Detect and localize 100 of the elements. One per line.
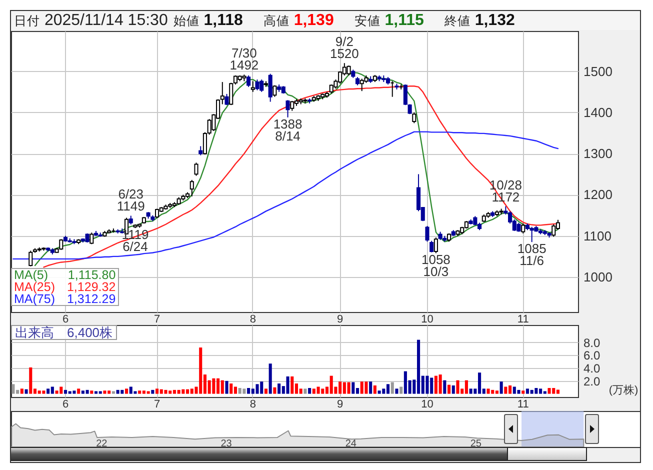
bar [495,390,498,394]
bar [29,367,32,394]
bar [90,390,94,394]
bar [469,388,472,394]
x-tick-label: 23 [220,438,232,450]
annotation: 1058 10/3 [421,252,450,280]
bar [390,382,394,394]
candlestick [530,226,534,243]
annotation: 6/23 1149 [116,186,145,214]
bar [151,390,154,394]
x-tick-label: 9 [337,398,344,410]
candlestick [190,179,194,197]
bar [330,376,333,394]
bar [452,385,455,394]
bar [50,386,54,394]
bar [68,391,72,394]
bar [238,388,242,394]
bar [268,364,272,394]
x-tick-label: 10 [421,314,434,326]
bar [138,390,142,394]
bar [517,390,520,394]
candlestick [59,238,64,250]
bar [38,390,41,394]
bar [212,378,216,394]
x-tick-label: 10 [421,398,434,410]
bar [242,388,246,394]
candlestick [403,84,408,106]
bar [530,390,534,394]
bar [182,389,185,394]
bar [464,380,468,394]
bar [373,385,376,394]
y-tick-label: 4.0 [584,362,601,376]
bar [290,376,294,394]
bar [386,384,390,394]
bar [220,380,224,394]
bar [94,391,98,394]
bar [347,382,350,394]
bar [504,386,508,394]
bar [20,388,24,394]
bar [164,390,168,394]
x-tick-label: 22 [96,438,108,450]
bar [177,390,180,394]
annotation: 1085 11/6 [517,241,546,268]
series-label: MA(5) [14,268,50,282]
x-tick-label: 6 [62,398,69,410]
bar [395,388,398,394]
annotation: 1,115.80 [66,268,116,282]
candlestick [521,223,526,234]
y-tick-label: 1200 [584,187,612,202]
bar [64,390,68,394]
bar [103,390,106,394]
candlestick [516,222,521,232]
y-tick-label: 8.0 [584,336,601,350]
bar [12,384,15,394]
y-tick-label: 1300 [584,146,612,162]
bar [278,384,281,394]
candlestick [552,224,556,238]
bar [456,380,460,394]
bar [156,388,159,394]
bar [116,390,120,394]
bar [400,386,403,394]
candlestick [290,100,294,112]
bar [264,388,268,394]
bar [360,382,364,394]
annotation: 1,312.29 [66,292,116,306]
bar [146,391,150,394]
y-tick-label: 6.0 [584,348,601,363]
candlestick [430,240,434,253]
bar [316,386,320,394]
bar [256,384,259,394]
x-tick-label: 11 [517,314,529,326]
y-tick-label: 1400 [584,104,612,120]
bar [426,376,429,394]
y-tick-label: 1100 [584,228,612,244]
y-tick-label: 2.0 [584,374,601,388]
x-tick-label: 7 [154,314,160,326]
bar [86,390,89,394]
x-tick-label: 9 [337,314,344,326]
y-tick-label: 1500 [584,64,612,79]
annotation: 9/2 1520 [330,34,359,62]
bar [55,390,58,394]
bar [77,388,80,394]
bar [308,388,312,394]
bar [60,386,63,394]
bar [534,388,538,394]
bar [98,391,102,394]
annotation: 1388 8/14 [273,116,302,144]
bar [24,389,28,394]
bar [72,390,76,394]
bar [352,382,355,394]
bar [522,390,525,394]
x-tick-label: 7 [154,398,160,410]
x-tick-label: 11 [517,398,529,410]
candlestick [412,112,416,124]
bar [369,382,372,394]
bar [556,390,560,394]
candlestick [194,162,198,176]
candlestick [246,74,251,88]
candlestick [425,226,430,242]
candlestick [286,100,290,118]
